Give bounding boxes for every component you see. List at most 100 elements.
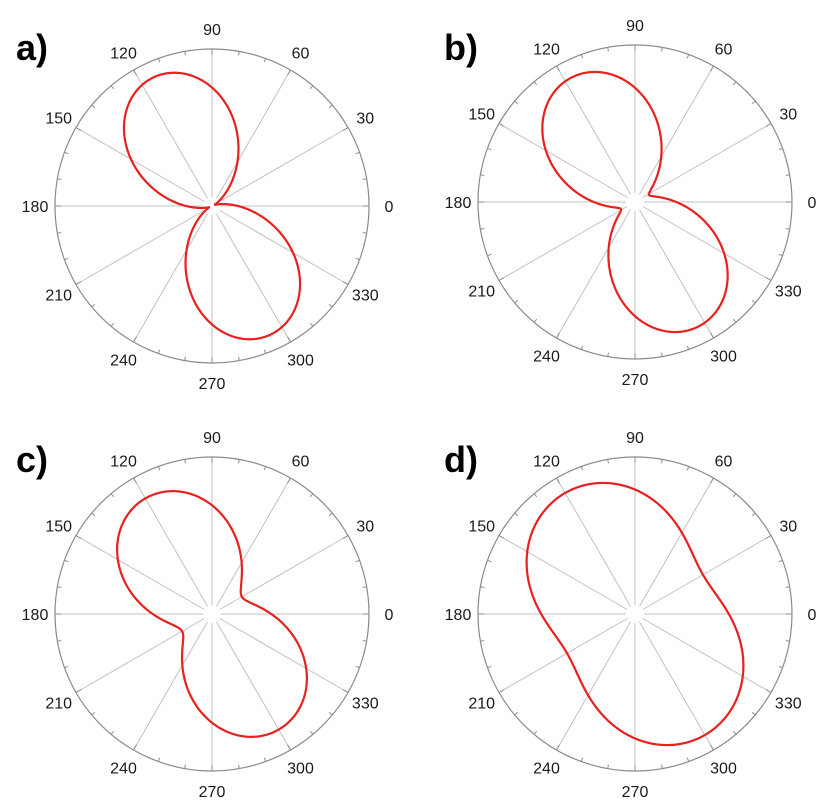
angle-label-330-b: 330: [775, 284, 802, 301]
minor-tick-350-d: [785, 640, 790, 642]
angle-label-180-b: 180: [445, 195, 472, 212]
minor-tick-100-c: [184, 459, 186, 464]
minor-tick-320-d: [751, 711, 756, 716]
minor-tick-230-b: [533, 318, 538, 323]
minor-tick-340-c: [355, 665, 360, 669]
minor-tick-50-b: [732, 81, 737, 86]
minor-tick-240-d: [556, 744, 560, 751]
angle-label-270-d: 270: [622, 784, 649, 801]
angle-label-150-a: 150: [45, 111, 72, 128]
minor-tick-50-a: [309, 85, 314, 90]
angle-label-90-a: 90: [203, 22, 221, 39]
panel-label-a: a): [16, 27, 48, 68]
minor-tick-100-b: [607, 47, 609, 52]
minor-tick-10-c: [362, 586, 367, 588]
minor-tick-290-b: [686, 345, 690, 350]
series-curve-c: [116, 490, 308, 738]
minor-tick-220-a: [91, 303, 96, 308]
series-curve-d: [525, 481, 745, 747]
minor-tick-140-d: [514, 512, 519, 517]
angle-label-240-b: 240: [533, 348, 560, 365]
angle-label-330-d: 330: [775, 696, 802, 713]
minor-tick-60-b: [710, 65, 714, 72]
minor-tick-300-c: [287, 744, 291, 751]
minor-tick-160-d: [487, 559, 492, 563]
minor-tick-20-a: [355, 151, 360, 155]
minor-tick-190-b: [480, 228, 485, 230]
panel-b: b) 0 30 60 90 120 150 180 210 240 270 300 330: [444, 18, 817, 389]
minor-tick-30-c: [342, 535, 349, 539]
minor-tick-20-d: [778, 559, 783, 563]
minor-tick-190-d: [480, 640, 485, 642]
minor-tick-170-c: [57, 586, 62, 588]
spoke-210-a: [75, 210, 205, 285]
angle-label-180-a: 180: [22, 199, 49, 216]
angle-label-300-c: 300: [287, 760, 314, 777]
minor-tick-60-c: [287, 477, 291, 484]
spoke-300-b: [639, 209, 714, 339]
minor-tick-330-b: [765, 277, 772, 281]
minor-tick-150-a: [75, 127, 82, 131]
minor-tick-220-c: [91, 711, 96, 716]
minor-tick-200-a: [64, 257, 69, 261]
minor-tick-190-c: [57, 640, 62, 642]
angle-label-30-d: 30: [779, 519, 797, 536]
spoke-300-d: [639, 621, 714, 751]
spoke-150-a: [75, 127, 205, 202]
minor-tick-50-d: [732, 493, 737, 498]
minor-tick-280-b: [661, 352, 663, 357]
spoke-30-a: [219, 127, 349, 202]
angle-label-0-c: 0: [385, 607, 394, 624]
minor-tick-140-c: [91, 512, 96, 517]
spoke-60-d: [639, 477, 714, 607]
minor-tick-200-c: [64, 665, 69, 669]
minor-tick-290-d: [686, 757, 690, 762]
minor-tick-30-b: [765, 123, 772, 127]
angle-label-240-c: 240: [110, 760, 137, 777]
panel-label-c: c): [16, 439, 48, 480]
angle-label-330-a: 330: [352, 288, 379, 305]
spoke-120-b: [556, 65, 631, 195]
minor-tick-210-a: [75, 281, 82, 285]
spoke-150-d: [498, 535, 628, 610]
minor-tick-40-d: [751, 512, 756, 517]
minor-tick-230-d: [533, 730, 538, 735]
minor-tick-260-b: [607, 352, 609, 357]
minor-tick-100-d: [607, 459, 609, 464]
angle-label-270-a: 270: [199, 376, 226, 393]
spoke-330-b: [642, 206, 772, 281]
minor-tick-300-b: [710, 332, 714, 339]
spoke-60-c: [216, 477, 291, 607]
minor-tick-150-d: [498, 535, 505, 539]
minor-tick-80-d: [661, 459, 663, 464]
minor-tick-130-d: [533, 493, 538, 498]
minor-tick-320-a: [328, 303, 333, 308]
minor-tick-290-a: [263, 349, 267, 354]
minor-tick-120-d: [556, 477, 560, 484]
angle-label-330-c: 330: [352, 696, 379, 713]
panel-a: a) 0 30 60 90 120 150 180 210 240 270 300 330: [16, 22, 394, 393]
panel-d: d) 0 30 60 90 120 150 180 210 240 270 300 330: [444, 430, 817, 801]
minor-tick-250-c: [157, 757, 161, 762]
spoke-60-b: [639, 65, 714, 195]
spoke-60-a: [216, 69, 291, 199]
angle-label-210-d: 210: [468, 696, 495, 713]
minor-tick-150-b: [498, 123, 505, 127]
minor-tick-190-a: [57, 232, 62, 234]
minor-tick-50-c: [309, 493, 314, 498]
minor-tick-150-c: [75, 535, 82, 539]
spoke-120-d: [556, 477, 631, 607]
spoke-150-c: [75, 535, 205, 610]
angle-label-300-d: 300: [710, 760, 737, 777]
minor-tick-210-d: [498, 689, 505, 693]
minor-tick-320-c: [328, 711, 333, 716]
angle-label-60-a: 60: [292, 46, 310, 63]
angle-label-180-c: 180: [22, 607, 49, 624]
minor-tick-170-d: [480, 586, 485, 588]
panel-c: c) 0 30 60 90 120 150 180 210 240 270 300 330: [16, 430, 394, 801]
angle-label-0-a: 0: [385, 199, 394, 216]
angle-label-90-d: 90: [626, 430, 644, 447]
minor-tick-340-a: [355, 257, 360, 261]
angle-label-0-d: 0: [808, 607, 817, 624]
angle-label-0-b: 0: [808, 195, 817, 212]
